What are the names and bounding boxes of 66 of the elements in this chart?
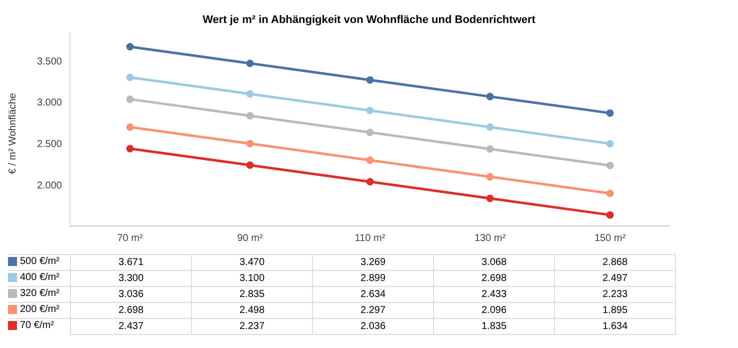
y-tick-label: 3.500 bbox=[36, 56, 62, 68]
x-tick-label: 110 m² bbox=[354, 233, 386, 244]
point bbox=[126, 95, 134, 103]
legend-label: 70 €/m² bbox=[19, 320, 54, 332]
y-axis-title: € / m² Wohnfläche bbox=[8, 92, 19, 174]
point bbox=[366, 128, 374, 136]
point bbox=[366, 76, 374, 84]
point bbox=[246, 140, 254, 148]
data-label: 1.895 bbox=[554, 302, 676, 318]
legend-label: 400 €/m² bbox=[19, 272, 60, 283]
point bbox=[486, 194, 494, 202]
data-label: 2.297 bbox=[312, 302, 434, 318]
data-label: 2.433 bbox=[434, 286, 554, 302]
y-tick-label: 2.000 bbox=[36, 180, 62, 192]
data-label: 2.497 bbox=[554, 270, 676, 286]
data-label: 2.437 bbox=[70, 318, 192, 334]
point bbox=[246, 60, 254, 68]
data-label: 2.498 bbox=[192, 302, 312, 318]
point bbox=[246, 161, 254, 169]
y-tick-label: 2.500 bbox=[36, 138, 62, 150]
point bbox=[126, 123, 134, 131]
x-tick-label: 90 m² bbox=[237, 233, 264, 244]
data-label: 2.233 bbox=[554, 286, 676, 302]
legend-label: 500 €/m² bbox=[19, 256, 60, 267]
point bbox=[246, 112, 254, 120]
point bbox=[366, 178, 374, 186]
point bbox=[486, 173, 494, 181]
data-label: 1.634 bbox=[554, 318, 676, 334]
data-label: 3.100 bbox=[192, 270, 312, 286]
data-label: 3.068 bbox=[434, 254, 554, 270]
chart-title: Wert je m² in Abhängigkeit von Wohnfläche und Bodenrichtwert bbox=[202, 14, 536, 26]
data-label: 2.899 bbox=[312, 270, 434, 286]
x-tick-label: 150 m² bbox=[594, 233, 626, 244]
legend-label: 200 €/m² bbox=[19, 304, 60, 315]
data-label: 3.470 bbox=[192, 254, 312, 270]
point bbox=[126, 74, 134, 82]
data-label: 2.698 bbox=[434, 270, 554, 286]
data-label: 1.835 bbox=[434, 318, 554, 334]
legend-label: 320 €/m² bbox=[19, 288, 60, 299]
data-label: 2.868 bbox=[554, 254, 676, 270]
point bbox=[486, 92, 494, 100]
point bbox=[606, 190, 614, 198]
x-tick-label: 70 m² bbox=[117, 233, 144, 244]
data-label: 2.237 bbox=[192, 318, 312, 334]
point bbox=[126, 144, 134, 152]
data-label: 2.698 bbox=[70, 302, 192, 318]
point bbox=[486, 145, 494, 153]
point bbox=[606, 211, 614, 219]
data-label: 3.671 bbox=[70, 254, 192, 270]
point bbox=[606, 109, 614, 117]
point bbox=[126, 43, 134, 51]
point bbox=[606, 162, 614, 170]
y-tick-label: 3.000 bbox=[36, 98, 62, 109]
data-label: 2.835 bbox=[192, 286, 312, 302]
point bbox=[366, 106, 374, 114]
point bbox=[606, 140, 614, 148]
point bbox=[366, 156, 374, 164]
data-label: 2.096 bbox=[434, 302, 554, 318]
data-label: 2.036 bbox=[312, 318, 434, 334]
point bbox=[246, 90, 254, 98]
data-label: 3.269 bbox=[312, 254, 434, 270]
data-label: 3.036 bbox=[70, 286, 192, 302]
point bbox=[486, 123, 494, 131]
data-label: 2.634 bbox=[312, 286, 434, 302]
x-tick-label: 130 m² bbox=[474, 233, 506, 244]
data-label: 3.300 bbox=[70, 270, 192, 286]
